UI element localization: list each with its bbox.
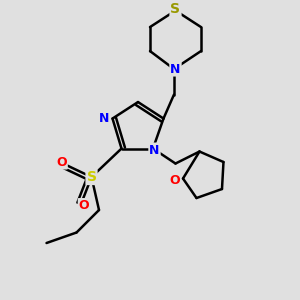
Text: O: O (79, 199, 89, 212)
Text: O: O (56, 155, 67, 169)
Text: N: N (98, 112, 109, 125)
Text: N: N (149, 143, 160, 157)
Text: N: N (170, 63, 181, 76)
Text: S: S (170, 2, 181, 16)
Text: O: O (169, 173, 180, 187)
Text: S: S (86, 170, 97, 184)
